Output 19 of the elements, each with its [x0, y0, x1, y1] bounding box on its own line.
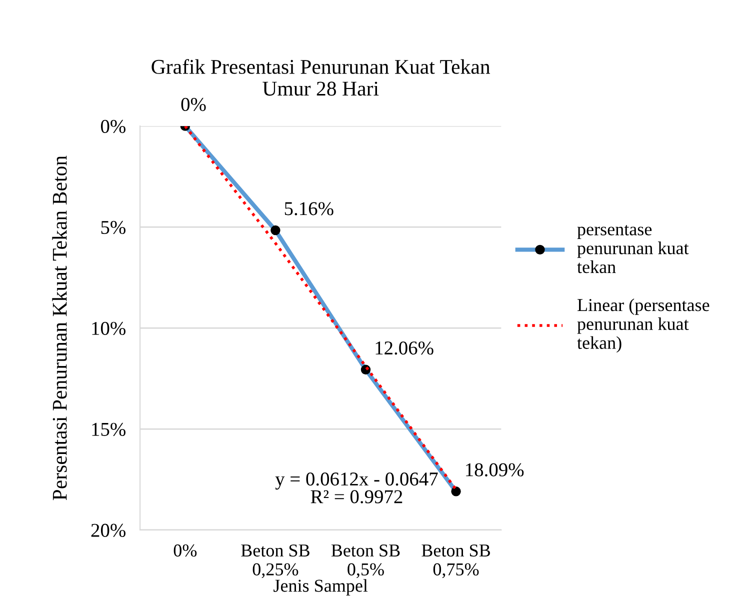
data-label: 12.06%	[376, 341, 434, 355]
x-tick-label: Beton SB 0,25%	[241, 544, 310, 578]
legend-label: Linear (persentase penurunan kuat tekan)	[577, 298, 710, 353]
y-tick-label: 10%	[92, 322, 126, 336]
chart-title: Grafik Presentasi Penurunan Kuat Tekan Umur 28 Hari	[152, 59, 490, 96]
data-label: 18.09%	[466, 463, 524, 476]
y-tick-label: 0%	[100, 120, 126, 134]
y-tick-label: 15%	[92, 422, 126, 436]
data-label: 5.16%	[284, 202, 334, 216]
x-tick-label: Beton SB 0,5%	[331, 544, 400, 578]
y-tick-label: 20%	[91, 524, 126, 537]
data-label: 0%	[181, 98, 206, 112]
y-tick-label: 5%	[101, 220, 126, 234]
x-tick-label: Beton SB 0,75%	[422, 544, 490, 578]
x-tick-label: 0%	[174, 544, 197, 557]
annotation: y = 0.0612x - 0.0647 R² = 0.9972	[275, 472, 438, 504]
x-axis-title: Jenis Sampel	[274, 579, 368, 596]
y-axis-title: Persentasi Penurunan Kkuat Tekan Beton	[52, 156, 67, 500]
legend-label: persentase penurunan kuat tekan	[577, 225, 689, 274]
